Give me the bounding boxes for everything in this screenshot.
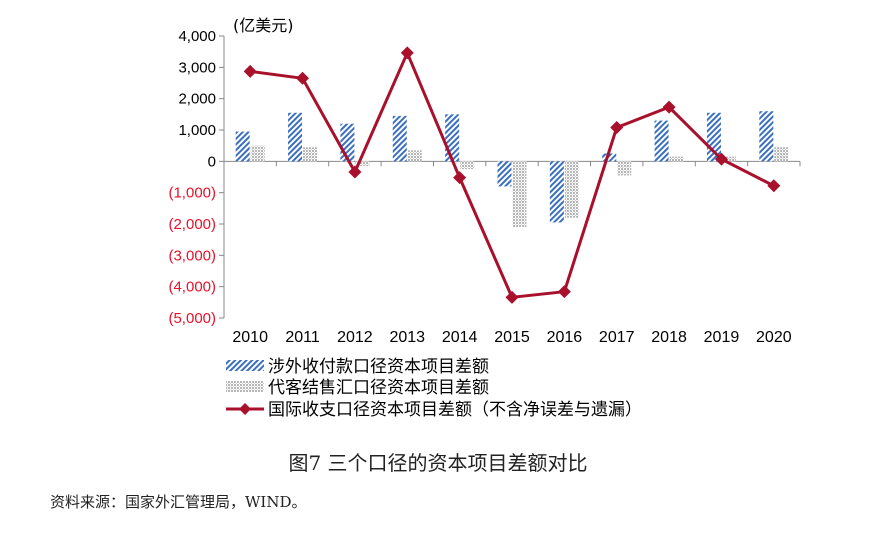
bar-fx-settlement-2011: [303, 147, 318, 162]
line-series: [243, 46, 781, 304]
bar-fx-receipts-2013: [392, 115, 407, 162]
legend-label: 代客结售汇口径资本项目差额: [268, 378, 489, 398]
bar-fx-receipts-2019: [706, 112, 721, 162]
bop-point-2018: [662, 100, 676, 114]
y-tick-label: 1,000: [178, 122, 216, 139]
bar-fx-settlement-2014: [460, 161, 475, 170]
figure-caption: 图7 三个口径的资本项目差额对比: [288, 451, 588, 475]
bar-fx-receipts-2010: [235, 131, 250, 162]
bop-point-2019: [714, 152, 728, 166]
legend-swatch: [226, 360, 264, 371]
chart: 4,000 3,000 2,000 1,000 0 (1,000) (2,000) (3,00…: [168, 16, 801, 420]
bar-fx-receipts-2017: [602, 153, 617, 162]
x-tick-label: 2015: [494, 329, 530, 346]
x-tick-label: 2018: [651, 329, 687, 346]
bop-point-2015: [505, 290, 519, 304]
x-tick-label: 2017: [599, 329, 635, 346]
bar-fx-receipts-2011: [288, 112, 303, 162]
legend-label: 涉外收付款口径资本项目差额: [268, 357, 489, 377]
x-tick-label: 2012: [337, 329, 373, 346]
bar-fx-receipts-2015: [497, 161, 512, 187]
x-tick-labels: 2010 2011 2012 2013 2014 2015 2016 2017 2018 2019…: [232, 329, 791, 346]
y-tick-label: 4,000: [178, 28, 216, 45]
bar-fx-settlement-2015: [512, 161, 527, 228]
bop-point-2010: [243, 64, 257, 78]
y-tick-label: 3,000: [178, 59, 216, 76]
bar-fx-receipts-2014: [445, 114, 460, 162]
x-tick-label: 2011: [285, 329, 320, 346]
bar-fx-receipts-2020: [759, 111, 774, 162]
bars: [235, 111, 789, 228]
bar-fx-settlement-2017: [617, 161, 632, 176]
bar-fx-settlement-2019: [721, 156, 736, 162]
bop-point-2012: [348, 165, 362, 179]
bop-point-2011: [296, 71, 310, 85]
y-tick-label: (2,000): [168, 216, 216, 233]
bop-line: [249, 51, 775, 299]
y-tick-label: (1,000): [168, 185, 216, 202]
bop-point-2017: [610, 120, 624, 134]
x-tick-label: 2010: [232, 329, 268, 346]
bar-fx-settlement-2013: [407, 150, 422, 162]
legend-swatch-marker: [239, 403, 251, 415]
y-tick-label: 0: [208, 153, 216, 170]
unit-label: (亿美元): [233, 16, 294, 35]
x-tick-label: 2016: [547, 329, 583, 346]
y-tick-label: (3,000): [168, 247, 216, 264]
bar-fx-settlement-2016: [564, 161, 579, 218]
bar-fx-receipts-2016: [549, 161, 564, 223]
bar-fx-settlement-2012: [355, 161, 370, 167]
y-tick-label: (5,000): [168, 310, 216, 327]
bop-point-2014: [453, 171, 467, 185]
x-tick-label: 2013: [389, 329, 425, 346]
bar-fx-settlement-2018: [669, 156, 684, 162]
legend: 涉外收付款口径资本项目差额代客结售汇口径资本项目差额国际收支口径资本项目差额（不…: [226, 357, 642, 420]
x-tick-label: 2014: [442, 329, 478, 346]
bop-point-2020: [767, 179, 781, 193]
bop-point-2016: [557, 285, 571, 299]
y-tick-label: (4,000): [168, 279, 216, 296]
bar-fx-receipts-2018: [654, 120, 669, 162]
x-tick-label: 2019: [704, 329, 740, 346]
source-note: 资料来源：国家外汇管理局，WIND。: [50, 493, 307, 511]
y-tick-label: 2,000: [178, 91, 216, 108]
axes: 4,000 3,000 2,000 1,000 0 (1,000) (2,000) (3,00…: [168, 28, 801, 327]
x-tick-label: 2020: [756, 329, 792, 346]
bar-fx-settlement-2020: [774, 147, 789, 162]
bar-fx-settlement-2010: [250, 145, 265, 162]
legend-label: 国际收支口径资本项目差额（不含净误差与遗漏）: [268, 400, 642, 420]
legend-swatch: [226, 381, 264, 392]
bop-point-2013: [400, 46, 414, 60]
